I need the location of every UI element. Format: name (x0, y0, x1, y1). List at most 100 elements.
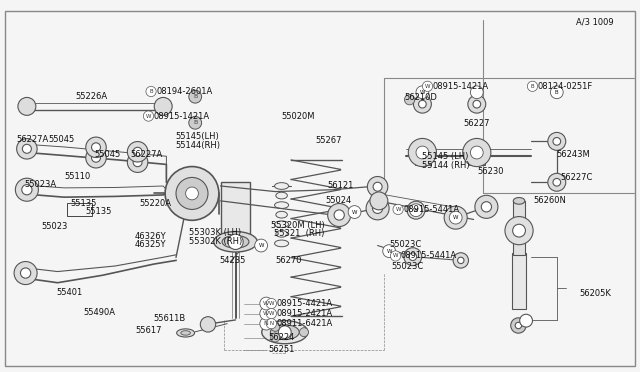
Text: 56224: 56224 (269, 333, 295, 342)
Circle shape (513, 224, 525, 237)
Ellipse shape (276, 192, 287, 199)
Text: 55617: 55617 (136, 326, 162, 335)
Bar (469, 141, 485, 165)
Ellipse shape (275, 221, 289, 228)
Circle shape (186, 187, 198, 200)
Ellipse shape (180, 331, 191, 335)
Text: B: B (193, 94, 197, 99)
Circle shape (444, 206, 467, 229)
Circle shape (22, 144, 31, 153)
Bar (221, 182, 250, 245)
Text: 55024: 55024 (325, 196, 351, 205)
Text: N: N (269, 321, 273, 326)
Circle shape (470, 86, 483, 99)
Circle shape (473, 100, 481, 108)
Bar (67, 203, 92, 216)
Circle shape (92, 143, 100, 152)
Text: W: W (352, 209, 357, 215)
Text: 08915-1421A: 08915-1421A (433, 82, 489, 91)
Circle shape (422, 81, 433, 92)
Text: 55302K (RH): 55302K (RH) (189, 237, 242, 246)
Text: 08911-6421A: 08911-6421A (276, 319, 333, 328)
Text: W: W (425, 84, 430, 89)
Text: 55320M (LH): 55320M (LH) (271, 221, 325, 230)
Text: 55144(RH): 55144(RH) (175, 141, 220, 150)
Circle shape (409, 253, 417, 260)
Text: B: B (555, 90, 559, 95)
Ellipse shape (262, 321, 308, 344)
Text: 08915-5441A: 08915-5441A (403, 205, 460, 214)
Text: A/3 1009: A/3 1009 (576, 17, 614, 26)
Circle shape (449, 211, 462, 224)
Text: 55045: 55045 (49, 135, 75, 144)
Circle shape (328, 203, 351, 227)
Text: 08915-5441A: 08915-5441A (401, 251, 457, 260)
Text: W: W (413, 208, 419, 213)
Text: B: B (149, 89, 153, 94)
Ellipse shape (276, 231, 287, 237)
Text: 55045: 55045 (95, 150, 121, 159)
Text: 55135: 55135 (70, 199, 97, 208)
Ellipse shape (275, 240, 289, 247)
Text: 56230: 56230 (477, 167, 504, 176)
Text: 56243M: 56243M (557, 150, 591, 158)
Text: W: W (263, 311, 269, 316)
Circle shape (463, 138, 491, 167)
Text: W: W (396, 207, 401, 212)
Circle shape (475, 195, 498, 218)
Text: 56227C: 56227C (561, 173, 593, 182)
Circle shape (300, 328, 308, 337)
Circle shape (383, 245, 396, 257)
Circle shape (18, 97, 36, 115)
Circle shape (176, 177, 208, 209)
Text: 55110: 55110 (64, 172, 90, 181)
Text: 56227A: 56227A (131, 150, 163, 159)
Circle shape (393, 204, 403, 215)
Text: 55135: 55135 (85, 207, 111, 216)
Text: B: B (193, 120, 197, 125)
Text: 55145(LH): 55145(LH) (175, 132, 219, 141)
Circle shape (334, 210, 344, 220)
Circle shape (92, 153, 100, 162)
Circle shape (408, 138, 436, 167)
Circle shape (260, 307, 273, 320)
Ellipse shape (275, 183, 289, 189)
Circle shape (548, 173, 566, 191)
Circle shape (20, 268, 31, 278)
Ellipse shape (271, 325, 300, 340)
Circle shape (271, 323, 280, 331)
Circle shape (22, 185, 32, 195)
Circle shape (416, 86, 429, 99)
Text: 55321  (RH): 55321 (RH) (274, 229, 324, 238)
Bar (513, 201, 525, 255)
Text: W: W (146, 113, 151, 119)
Circle shape (370, 192, 388, 210)
Circle shape (366, 197, 389, 220)
Circle shape (553, 138, 561, 145)
Circle shape (146, 86, 156, 97)
Text: 55023C: 55023C (392, 262, 424, 271)
Ellipse shape (222, 235, 249, 248)
Text: 55020M: 55020M (282, 112, 315, 121)
Text: 54235: 54235 (220, 256, 246, 265)
Text: W: W (269, 301, 274, 306)
Text: N: N (264, 321, 269, 326)
Circle shape (127, 152, 148, 173)
Circle shape (458, 257, 464, 264)
Ellipse shape (276, 211, 287, 218)
Text: 46325Y: 46325Y (134, 240, 166, 249)
Circle shape (260, 297, 273, 310)
Circle shape (373, 182, 382, 191)
Text: 56260N: 56260N (534, 196, 566, 205)
Circle shape (527, 81, 538, 92)
Text: W: W (453, 215, 458, 220)
Bar (512, 253, 526, 309)
Text: W: W (387, 248, 392, 254)
Circle shape (416, 146, 429, 159)
Circle shape (133, 158, 142, 167)
Circle shape (255, 239, 268, 252)
Text: 56227A: 56227A (17, 135, 49, 144)
Circle shape (189, 116, 202, 129)
Text: 56270: 56270 (275, 256, 301, 265)
Circle shape (17, 138, 37, 159)
